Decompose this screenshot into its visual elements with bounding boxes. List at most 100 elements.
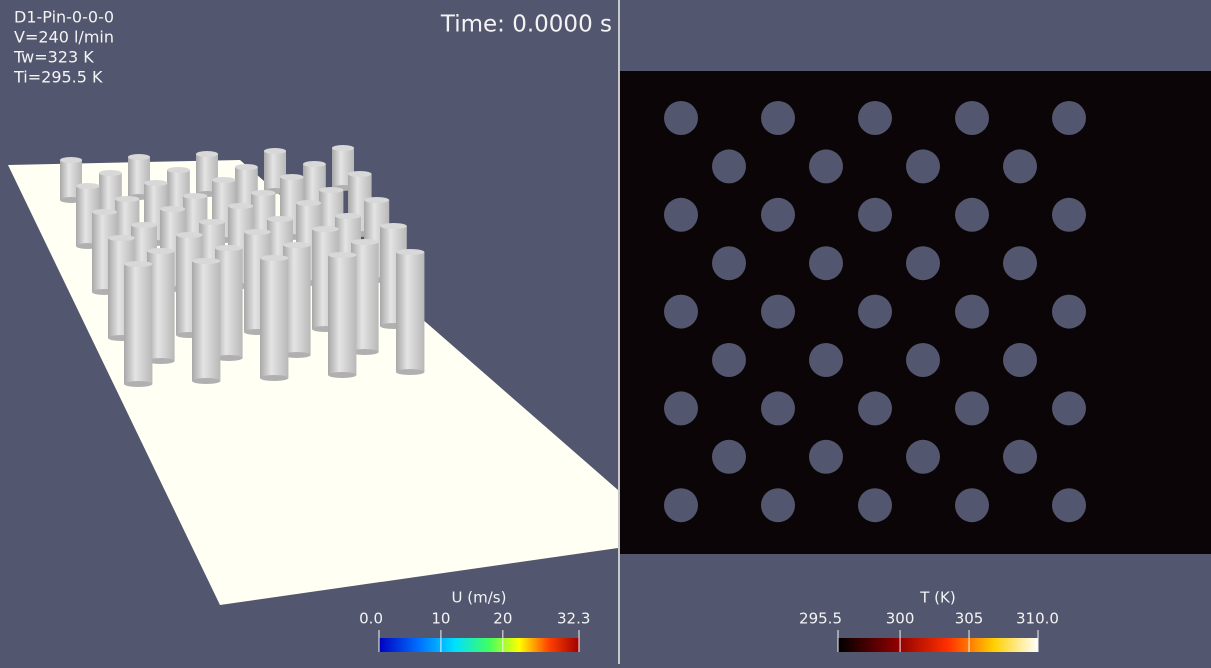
pin-section [712, 149, 746, 183]
pin-base [192, 378, 220, 384]
pin-top [167, 167, 190, 173]
pin-top [251, 190, 275, 196]
pin-section [809, 440, 843, 474]
pin-top [215, 245, 243, 251]
temperature-slice [620, 71, 1211, 554]
pin [192, 261, 220, 381]
pin-top [235, 164, 258, 170]
pin-top [267, 216, 293, 222]
pin-top [328, 252, 356, 258]
pin-section [664, 488, 698, 522]
pin-top [199, 219, 225, 225]
pin-top [212, 177, 236, 183]
pin-base [396, 369, 424, 375]
pin-top [147, 248, 175, 254]
colorbar-title: U (m/s) [452, 589, 507, 607]
pin-section [1052, 101, 1086, 135]
colorbar-tick-label: 295.5 [799, 610, 842, 628]
pin-section [1052, 488, 1086, 522]
pin-section [1052, 198, 1086, 232]
pin-top [244, 229, 271, 235]
pin-top [303, 161, 326, 167]
pin-section [858, 488, 892, 522]
pin-top [351, 239, 379, 245]
pin-section [664, 391, 698, 425]
pin-section [809, 343, 843, 377]
pin [124, 264, 152, 384]
page: D1-Pin-0-0-0V=240 l/minTw=323 KTi=295.5 … [0, 0, 1211, 668]
pin-top [108, 235, 135, 241]
colorbar-tick-label: 310.0 [1016, 610, 1059, 628]
time-label: Time: 0.0000 s [440, 12, 612, 38]
colorbar-tick-label: 305 [955, 610, 984, 628]
pin-top [319, 187, 343, 193]
pin-top [192, 258, 220, 264]
pin-top [348, 171, 372, 177]
colorbar [838, 638, 1038, 652]
pin-top [228, 203, 253, 209]
pin-section [1052, 295, 1086, 329]
colorbar [379, 638, 579, 652]
pin-section [664, 101, 698, 135]
pin-section [664, 295, 698, 329]
pin-top [131, 222, 157, 228]
pin-top [76, 183, 100, 189]
pin-section [809, 246, 843, 280]
info-line: D1-Pin-0-0-0 [14, 8, 114, 27]
pin-top [92, 209, 117, 215]
pin-section [906, 440, 940, 474]
pin-section [761, 295, 795, 329]
pin-base [124, 381, 152, 387]
pin-base [328, 372, 356, 378]
pin-section [1003, 246, 1037, 280]
pin-top [312, 226, 339, 232]
pin-top [364, 197, 389, 203]
pin-section [955, 488, 989, 522]
pin-section [1052, 391, 1086, 425]
pin-top [296, 200, 321, 206]
pin-section [955, 101, 989, 135]
pin [396, 252, 424, 372]
pin-section [761, 488, 795, 522]
pin [328, 255, 356, 375]
pin-base [260, 375, 288, 381]
pin-section [761, 391, 795, 425]
pin-section [955, 391, 989, 425]
pin-top [283, 242, 311, 248]
pin-section [712, 343, 746, 377]
paraview-window: D1-Pin-0-0-0V=240 l/minTw=323 KTi=295.5 … [0, 0, 1211, 664]
colorbar-tick-label: 20 [493, 610, 512, 628]
pin-section [1003, 149, 1037, 183]
pin-top [160, 206, 185, 212]
pin-section [1003, 440, 1037, 474]
colorbar-title: T (K) [919, 589, 955, 607]
info-line: Tw=323 K [13, 48, 94, 67]
pin-top [60, 157, 82, 163]
pin-top [124, 261, 152, 267]
info-line: Ti=295.5 K [13, 68, 103, 87]
pin-top [183, 193, 207, 199]
pin-section [906, 149, 940, 183]
pin-section [761, 101, 795, 135]
pin-top [115, 196, 139, 202]
pin-top [196, 151, 218, 157]
pin-section [712, 246, 746, 280]
pin-top [99, 170, 122, 176]
pin-top [280, 174, 304, 180]
pin-section [858, 391, 892, 425]
pin-section [906, 246, 940, 280]
colorbar-tick-label: 32.3 [557, 610, 590, 628]
pin-top [144, 180, 168, 186]
pin-section [955, 198, 989, 232]
pin-section [858, 101, 892, 135]
info-line: V=240 l/min [14, 28, 114, 47]
pin-section [809, 149, 843, 183]
pin-section [1003, 343, 1037, 377]
pin-top [332, 145, 354, 151]
pin-section [906, 343, 940, 377]
pin-top [264, 148, 286, 154]
pin-section [858, 198, 892, 232]
colorbar-tick-label: 10 [431, 610, 450, 628]
pin [260, 258, 288, 378]
pin-section [858, 295, 892, 329]
